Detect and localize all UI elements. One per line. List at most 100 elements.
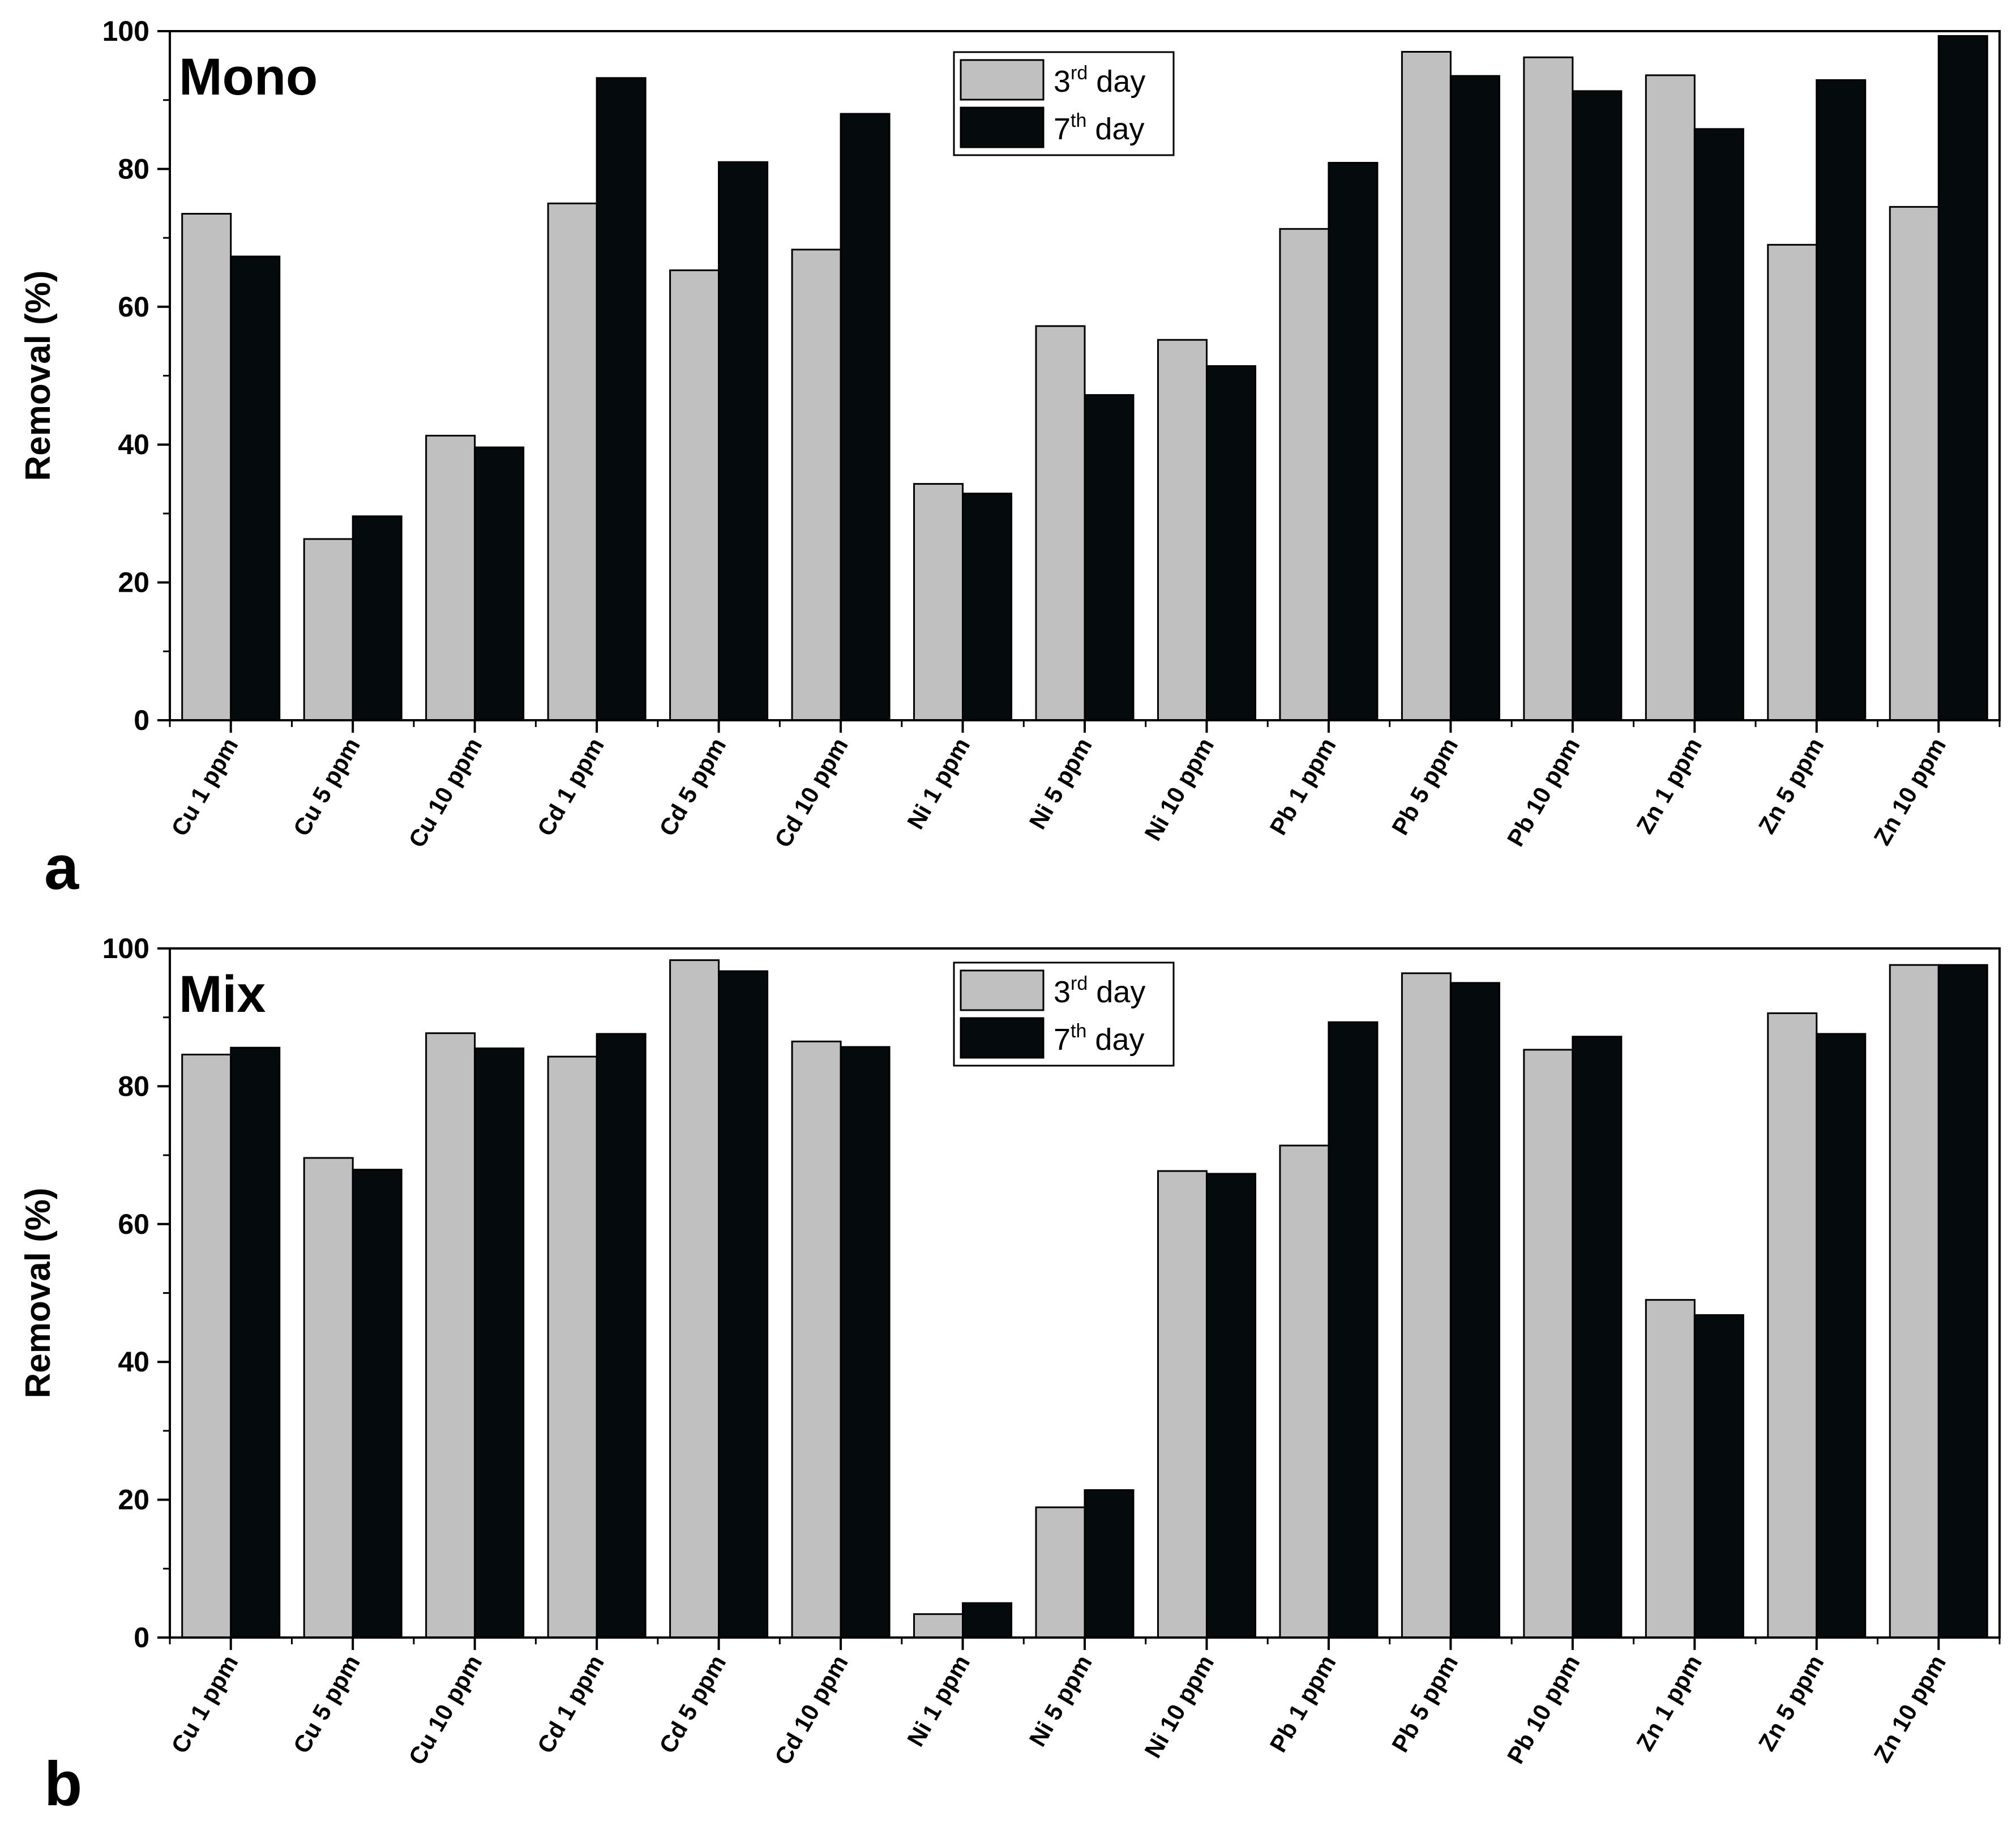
bar-b-s1-7 <box>1035 1506 1086 1639</box>
bar-b-s1-3 <box>547 1055 598 1639</box>
bar-b-s2-3 <box>596 1033 647 1639</box>
legend-label-1: 3rd day <box>1054 62 1145 99</box>
x-tick-label: Zn 5 ppm <box>1753 733 1829 838</box>
bar-a-s1-2 <box>425 434 476 721</box>
bar-a-s2-2 <box>474 446 525 721</box>
bar-a-s1-13 <box>1767 243 1818 721</box>
bar-b-s1-5 <box>791 1040 842 1639</box>
bar-b-s1-14 <box>1889 964 1940 1639</box>
x-tick-label: Zn 1 ppm <box>1631 1651 1707 1755</box>
bar-a-s1-4 <box>669 269 720 721</box>
y-axis-title: Removal (%) <box>19 270 58 481</box>
x-tick-label: Pb 5 ppm <box>1386 1651 1463 1756</box>
bar-b-s1-13 <box>1767 1012 1818 1639</box>
x-tick-label: Cd 5 ppm <box>654 733 731 840</box>
bar-b-s1-8 <box>1157 1170 1208 1639</box>
bar-a-s1-12 <box>1645 74 1696 721</box>
bar-b-s2-12 <box>1693 1314 1744 1639</box>
legend-swatch-2 <box>960 106 1045 148</box>
y-axis-title: Removal (%) <box>19 1187 58 1398</box>
bar-a-s1-11 <box>1523 56 1574 721</box>
bar-a-s2-13 <box>1816 79 1867 721</box>
bar-b-s2-11 <box>1572 1036 1623 1639</box>
bar-a-s2-7 <box>1084 394 1135 721</box>
x-tick-label: Cd 10 ppm <box>769 1651 853 1769</box>
x-tick-label: Ni 10 ppm <box>1139 1651 1219 1762</box>
bar-b-s1-9 <box>1279 1144 1330 1639</box>
bar-a-s2-6 <box>962 493 1013 721</box>
y-tick-label: 60 <box>118 291 149 323</box>
y-tick-label: 0 <box>134 1622 149 1653</box>
bar-b-s2-6 <box>962 1602 1013 1639</box>
bar-a-s1-9 <box>1279 228 1330 721</box>
legend-label-2: 7th day <box>1054 1020 1144 1057</box>
bar-b-s2-8 <box>1205 1173 1256 1639</box>
x-tick-label: Ni 5 ppm <box>1024 733 1097 833</box>
x-tick-label: Cd 1 ppm <box>532 1651 609 1758</box>
panel-title: Mix <box>179 965 266 1023</box>
bar-b-s2-13 <box>1816 1033 1867 1639</box>
y-tick-label: 20 <box>118 1484 149 1516</box>
chart-panel-b: 0 20 40 60 80 100 Cu 1 ppm Cu 5 ppm Cu 10 ppm Cd … <box>19 933 2001 1819</box>
x-tick-label: Pb 1 ppm <box>1265 733 1341 839</box>
bar-b-s2-10 <box>1449 982 1500 1639</box>
bar-a-s1-8 <box>1157 339 1208 721</box>
x-tick-label: Cd 1 ppm <box>532 733 609 840</box>
y-tick-label: 100 <box>102 15 149 47</box>
x-tick-label: Pb 10 ppm <box>1502 1651 1585 1768</box>
x-tick-label: Cu 1 ppm <box>166 733 243 840</box>
x-tick-label: Zn 10 ppm <box>1868 1651 1951 1767</box>
x-tick-label: Cu 5 ppm <box>288 1651 365 1758</box>
bar-a-s1-6 <box>913 483 964 721</box>
bar-b-s2-4 <box>718 970 769 1639</box>
chart-panel-a: 0 20 40 60 80 100 Cu 1 ppm Cu 5 ppm Cu 10 ppm Cd … <box>19 15 2001 903</box>
legend: 3rd day 7th day <box>953 51 1175 156</box>
x-tick-label: Cu 5 ppm <box>288 733 365 840</box>
legend-label-1: 3rd day <box>1054 973 1145 1009</box>
x-tick-label: Cd 5 ppm <box>654 1651 731 1758</box>
legend-label-2: 7th day <box>1054 110 1144 146</box>
bar-a-s2-11 <box>1572 90 1623 721</box>
y-tick-label: 0 <box>134 704 149 736</box>
bar-b-s2-14 <box>1937 964 1988 1639</box>
x-tick-label: Zn 10 ppm <box>1868 733 1951 849</box>
bar-a-s2-1 <box>352 515 403 721</box>
bar-b-s2-2 <box>474 1047 525 1639</box>
bar-a-s2-3 <box>596 77 647 721</box>
bar-b-s1-11 <box>1523 1049 1574 1639</box>
bar-b-s2-5 <box>840 1046 891 1639</box>
y-tick-label: 80 <box>118 153 149 185</box>
bar-a-s1-14 <box>1889 206 1940 721</box>
x-tick-label: Pb 10 ppm <box>1502 733 1585 850</box>
x-tick-label: Pb 5 ppm <box>1386 733 1463 839</box>
bar-b-s2-0 <box>230 1046 281 1639</box>
x-tick-label: Cu 1 ppm <box>166 1651 243 1758</box>
y-tick-label: 20 <box>118 567 149 599</box>
bar-b-s2-1 <box>352 1169 403 1639</box>
bar-a-s2-10 <box>1449 75 1500 721</box>
bar-b-s1-12 <box>1645 1299 1696 1639</box>
x-tick-label: Ni 10 ppm <box>1139 733 1219 845</box>
bar-a-s2-14 <box>1937 35 1988 721</box>
x-tick-label: Cd 10 ppm <box>769 733 853 852</box>
bar-a-s2-12 <box>1693 128 1744 721</box>
x-tick-label: Pb 1 ppm <box>1265 1651 1341 1756</box>
y-tick-label: 60 <box>118 1208 149 1240</box>
x-tick-label: Zn 5 ppm <box>1753 1651 1829 1755</box>
bar-b-s1-2 <box>425 1032 476 1639</box>
y-tick-label: 40 <box>118 429 149 460</box>
bar-b-s2-9 <box>1328 1021 1379 1639</box>
panel-title: Mono <box>179 48 318 106</box>
x-tick-label: Zn 1 ppm <box>1631 733 1707 838</box>
bar-a-s1-7 <box>1035 325 1086 721</box>
x-tick-label: Ni 1 ppm <box>902 1651 975 1751</box>
bar-b-s1-4 <box>669 959 720 1639</box>
panel-letter: b <box>44 1749 82 1819</box>
bar-b-s1-0 <box>181 1053 232 1639</box>
bar-a-s2-0 <box>230 255 281 721</box>
bar-a-s1-1 <box>303 538 354 721</box>
bar-b-s1-10 <box>1401 972 1452 1639</box>
panel-letter: a <box>44 833 79 903</box>
bar-a-s2-4 <box>718 161 769 721</box>
